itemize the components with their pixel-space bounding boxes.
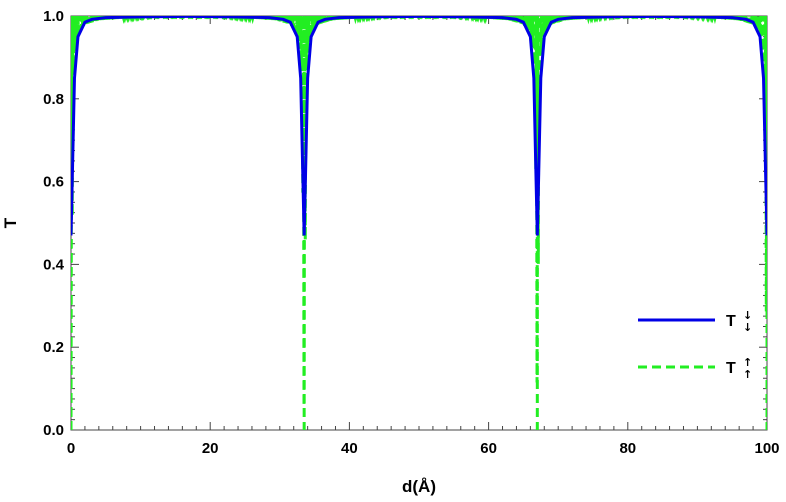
x-tick-label: 20: [202, 440, 219, 457]
x-tick-label: 40: [341, 440, 358, 457]
y-axis-title: T: [1, 217, 20, 228]
y-tick-label: 0.2: [43, 339, 64, 356]
legend: T ↓↓ T ↑↑: [638, 309, 752, 381]
axis-ticks: [70, 15, 768, 431]
legend-spin-up-arrow-top: ↑: [743, 356, 752, 369]
legend-spin-up-label: T: [726, 360, 736, 377]
series-spin-down: [71, 16, 767, 236]
y-tick-label: 0.6: [43, 174, 64, 191]
x-tick-label: 0: [67, 440, 75, 457]
x-axis-title: d(Å): [402, 477, 436, 496]
legend-spin-down-arrow-top: ↓: [743, 309, 752, 322]
legend-spin-down-arrow-bottom: ↓: [743, 321, 752, 334]
y-tick-label: 0.8: [43, 91, 64, 108]
legend-spin-up-arrow-bottom: ↑: [743, 368, 752, 381]
y-tick-labels: 0.0 0.2 0.4 0.6 0.8 1.0: [43, 8, 65, 439]
y-tick-label: 0.4: [43, 256, 65, 273]
series-layer: [71, 16, 767, 430]
x-tick-label: 80: [619, 440, 636, 457]
series-spin-up: [71, 16, 767, 430]
x-tick-label: 60: [480, 440, 497, 457]
x-tick-label: 100: [754, 440, 779, 457]
y-tick-label: 1.0: [43, 8, 64, 25]
plot-frame: [70, 15, 768, 431]
x-tick-labels: 0 20 40 60 80 100: [67, 440, 780, 457]
y-tick-label: 0.0: [43, 422, 64, 439]
legend-spin-down-label: T: [726, 313, 736, 330]
